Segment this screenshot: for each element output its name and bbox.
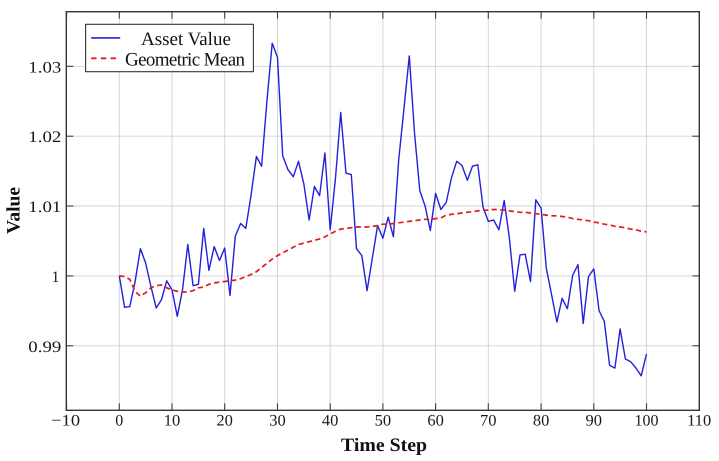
svg-text:Value: Value <box>3 187 24 234</box>
svg-text:50: 50 <box>375 412 392 429</box>
svg-text:70: 70 <box>480 412 497 429</box>
svg-text:110: 110 <box>687 412 711 429</box>
svg-text:40: 40 <box>322 412 339 429</box>
svg-text:0: 0 <box>115 412 123 429</box>
svg-text:1.03: 1.03 <box>28 59 61 76</box>
svg-text:0.99: 0.99 <box>28 339 61 356</box>
svg-text:90: 90 <box>586 412 603 429</box>
svg-text:Time Step: Time Step <box>341 435 427 456</box>
svg-text:−10: −10 <box>51 412 80 429</box>
svg-text:10: 10 <box>164 412 181 429</box>
svg-text:1.02: 1.02 <box>28 129 61 146</box>
svg-text:30: 30 <box>269 412 286 429</box>
svg-text:60: 60 <box>427 412 444 429</box>
svg-text:80: 80 <box>533 412 550 429</box>
svg-text:20: 20 <box>216 412 233 429</box>
svg-text:Asset Value: Asset Value <box>141 29 231 50</box>
svg-text:1.01: 1.01 <box>28 199 61 216</box>
svg-text:100: 100 <box>635 412 659 429</box>
svg-text:1: 1 <box>52 269 60 286</box>
svg-text:Geometric Mean: Geometric Mean <box>125 49 246 70</box>
